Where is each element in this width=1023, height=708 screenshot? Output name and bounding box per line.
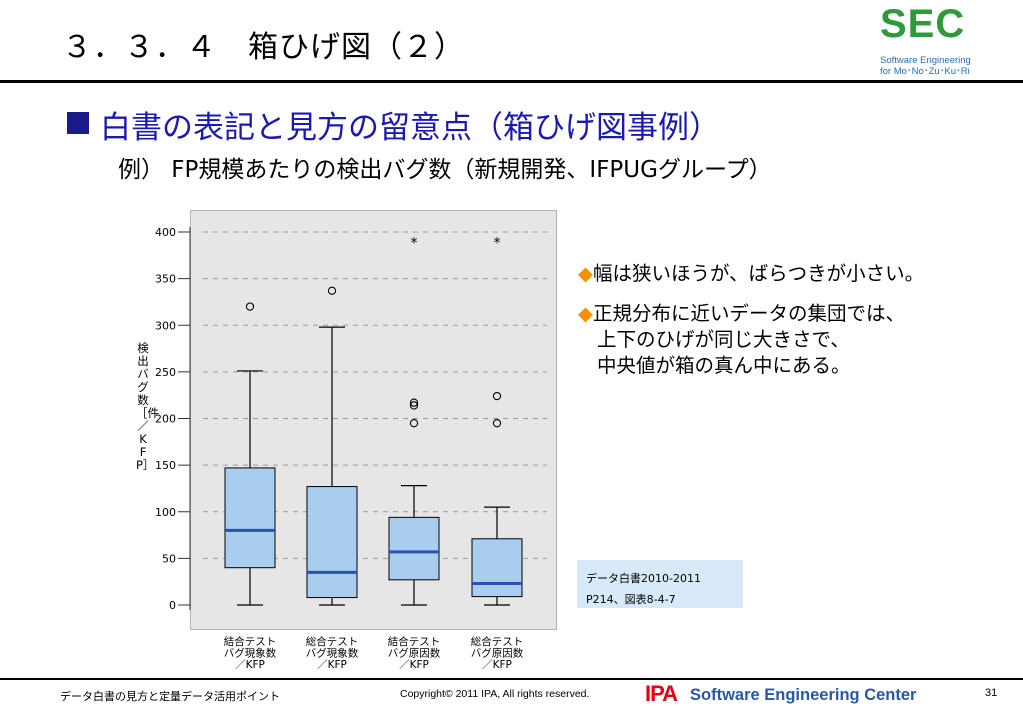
y-tick-label: 200: [155, 413, 176, 426]
x-category-label: 結合テスト: [388, 635, 441, 648]
square-bullet-icon: [67, 112, 89, 134]
ipa-logo: IPA: [645, 681, 678, 706]
source-line-1: データ白書2010-2011: [586, 572, 701, 585]
x-category-label: ／KFP: [317, 659, 347, 671]
box-iqr: [471, 538, 523, 598]
y-tick-label: 400: [155, 226, 176, 239]
y-tick-label: 100: [155, 506, 176, 519]
x-category-label: バグ現象数: [306, 647, 359, 660]
note-3: 上下のひげが同じ大きさで、: [597, 323, 850, 352]
y-tick-label: 300: [155, 319, 176, 332]
y-tick-label: 250: [155, 366, 176, 379]
y-axis-label: 検出バグ数［件／KFP］: [136, 341, 159, 472]
note-2: ◆正規分布に近いデータの集団では、: [578, 297, 905, 326]
y-tick-label: 350: [155, 273, 176, 286]
source-note: データ白書2010-2011 P214、図表8-4-7: [577, 560, 743, 608]
x-category-label: バグ原因数: [388, 647, 441, 660]
x-category-label: ／KFP: [399, 659, 429, 671]
x-category-label: 結合テスト: [224, 635, 277, 648]
sec-logo: SEC: [880, 2, 966, 46]
extreme-point: *: [411, 235, 418, 251]
x-category-label: ／KFP: [235, 659, 265, 671]
diamond-bullet-icon: ◆: [578, 302, 593, 325]
x-category-label: バグ原因数: [471, 647, 524, 660]
x-category-label: バグ現象数: [224, 647, 277, 660]
x-category-label: 総合テスト: [306, 635, 359, 648]
footer-divider: [0, 678, 1023, 680]
note-text: 上下のひげが同じ大きさで、: [597, 328, 850, 351]
note-text: 正規分布に近いデータの集団では、: [593, 302, 906, 325]
sec-logo-subtitle: Software Engineering for Mo･No･Zu･Ku･Ri: [880, 55, 971, 77]
outlier-point: [327, 286, 337, 295]
note-text: 中央値が箱の真ん中にある。: [597, 354, 851, 377]
slide-title: ３．３．４ 箱ひげ図（２）: [62, 30, 465, 65]
outlier-point: [409, 401, 419, 410]
outlier-point: [492, 391, 502, 401]
box-iqr: [306, 486, 358, 599]
note-4: 中央値が箱の真ん中にある。: [597, 349, 851, 378]
x-category-label: 総合テスト: [471, 635, 524, 648]
logo-line-1: Software Engineering: [880, 55, 971, 66]
source-line-2: P214、図表8-4-7: [586, 593, 676, 606]
footer-copyright: Copyright© 2011 IPA, All rights reserved…: [400, 688, 590, 700]
diamond-bullet-icon: ◆: [578, 262, 593, 285]
footer-document-title: データ白書の見方と定量データ活用ポイント: [60, 690, 280, 703]
y-tick-label: 50: [162, 552, 176, 565]
box-iqr: [224, 467, 276, 569]
footer-org-name: Software Engineering Center: [690, 686, 917, 704]
outlier-point: [245, 302, 255, 311]
y-tick-label: 150: [155, 459, 176, 472]
page-number: 31: [985, 687, 998, 699]
y-tick-label: 0: [169, 599, 176, 612]
logo-line-2: for Mo･No･Zu･Ku･Ri: [880, 66, 970, 77]
box-iqr: [388, 516, 440, 581]
chart-caption: 例） FP規模あたりの検出バグ数（新規開発、IFPUGグループ）: [118, 157, 772, 183]
outlier-point: [409, 419, 419, 428]
title-divider: [0, 80, 1023, 83]
extreme-point: *: [494, 235, 501, 251]
x-category-label: ／KFP: [482, 659, 512, 671]
outlier-point: [409, 398, 419, 407]
section-heading: 白書の表記と見方の留意点（箱ひげ図事例）: [100, 110, 720, 146]
note-text: 幅は狭いほうが、ばらつきが小さい。: [593, 262, 925, 285]
outlier-point: [492, 419, 502, 428]
note-1: ◆幅は狭いほうが、ばらつきが小さい。: [578, 257, 924, 286]
